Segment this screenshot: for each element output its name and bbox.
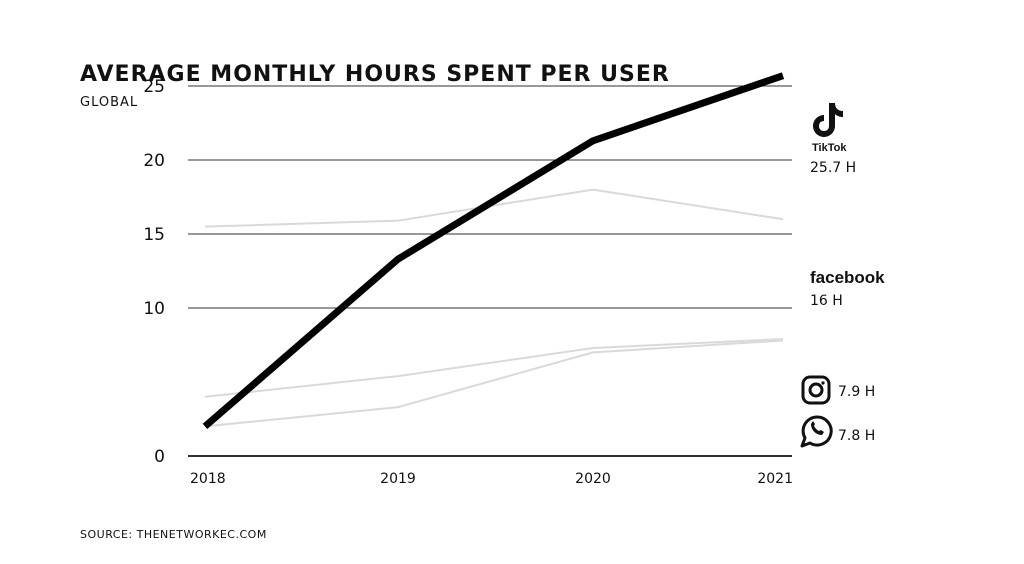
- tiktok-brand-label: TikTok: [812, 142, 847, 154]
- series-line-facebook: [204, 188, 784, 228]
- series-line-tiktok: [202, 72, 785, 430]
- whatsapp-legend: 7.8 H: [800, 415, 875, 448]
- y-tick-label: 25: [143, 77, 165, 97]
- series-line-instagram: [204, 338, 784, 398]
- tiktok-icon: [813, 103, 843, 137]
- y-tick-label: 15: [143, 225, 165, 245]
- series-line-whatsapp: [204, 339, 784, 428]
- whatsapp-value: 7.8 H: [838, 428, 875, 444]
- chart-subtitle: GLOBAL: [80, 95, 139, 110]
- x-tick-label: 2021: [757, 471, 793, 487]
- source-note: SOURCE: THENETWORKEC.COM: [80, 528, 267, 541]
- tiktok-legend: TikTok 25.7 H: [810, 103, 856, 176]
- facebook-legend: facebook 16 H: [810, 268, 885, 309]
- grid-lines: [188, 85, 792, 457]
- y-axis-ticks: 0 10 15 20 25: [143, 77, 165, 467]
- series-lines: [202, 72, 785, 430]
- y-tick-label: 20: [143, 151, 165, 171]
- whatsapp-icon: [800, 415, 833, 448]
- instagram-icon: [801, 375, 831, 405]
- x-tick-label: 2019: [380, 471, 416, 487]
- x-tick-label: 2020: [575, 471, 611, 487]
- chart-title: AVERAGE MONTHLY HOURS SPENT PER USER: [80, 62, 670, 87]
- y-tick-label: 0: [154, 447, 165, 467]
- facebook-value: 16 H: [810, 293, 843, 309]
- x-tick-label: 2018: [190, 471, 226, 487]
- x-axis-ticks: 2018 2019 2020 2021: [190, 471, 793, 487]
- tiktok-value: 25.7 H: [810, 160, 856, 176]
- y-tick-label: 10: [143, 299, 165, 319]
- instagram-value: 7.9 H: [838, 384, 875, 400]
- facebook-brand-label: facebook: [810, 268, 885, 287]
- instagram-legend: 7.9 H: [801, 375, 875, 405]
